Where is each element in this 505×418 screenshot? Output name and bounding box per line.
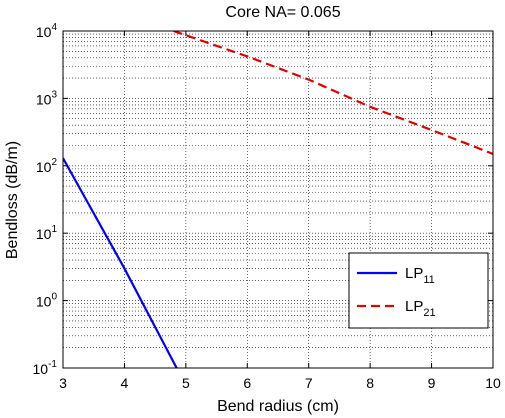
y-tick-label: 104 — [36, 22, 58, 40]
x-tick-label: 6 — [243, 375, 251, 391]
y-tick-label: 10-1 — [33, 359, 58, 377]
legend-box — [348, 252, 489, 329]
y-tick-label: 103 — [36, 89, 58, 107]
x-tick-label: 5 — [182, 375, 190, 391]
y-tick-label: 101 — [36, 224, 58, 242]
x-tick-label: 3 — [59, 375, 67, 391]
x-tick-label: 10 — [485, 375, 501, 391]
x-tick-label: 9 — [428, 375, 436, 391]
series-line-lp11 — [63, 157, 178, 368]
x-tick-label: 7 — [305, 375, 313, 391]
x-tick-label: 8 — [366, 375, 374, 391]
grid — [63, 31, 493, 368]
y-tick-label: 100 — [36, 292, 58, 310]
y-axis-label: Bendloss (dB/m) — [4, 141, 21, 259]
x-tick-label: 4 — [121, 375, 129, 391]
y-tick-label: 102 — [36, 157, 58, 175]
x-axis-label: Bend radius (cm) — [217, 398, 339, 415]
chart-title: Core NA= 0.065 — [225, 4, 340, 21]
plot-frame — [62, 30, 494, 369]
series-layer — [63, 31, 493, 368]
series-line-lp21 — [173, 31, 493, 155]
